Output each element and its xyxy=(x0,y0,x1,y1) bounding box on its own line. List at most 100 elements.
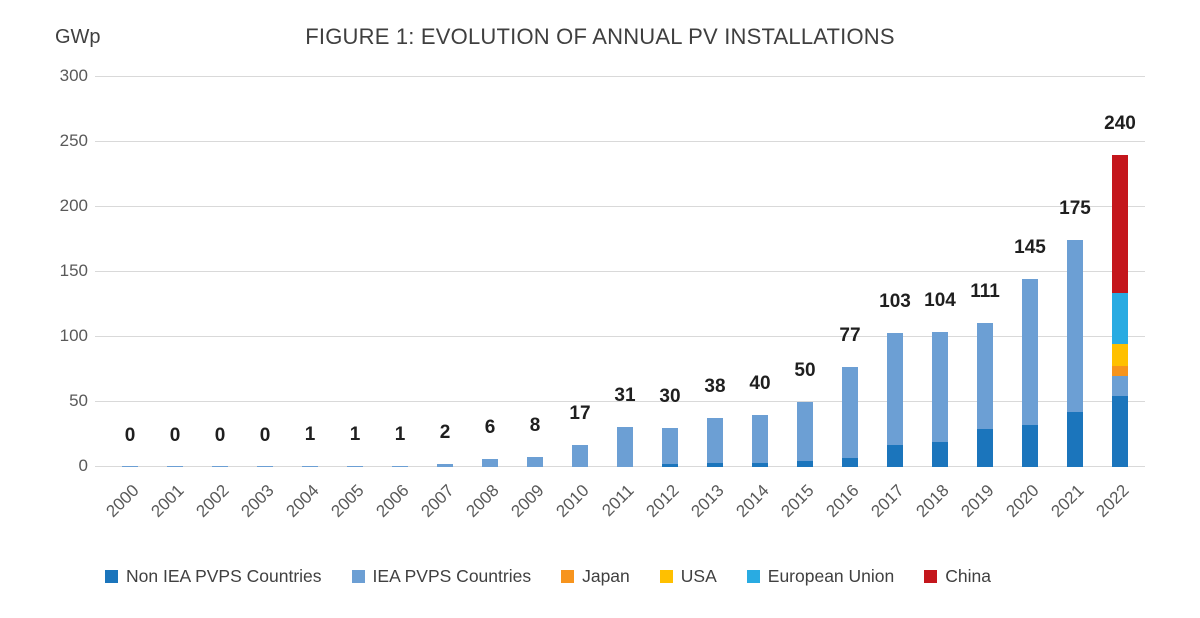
bar-segment-iea-pvps-countries-2013 xyxy=(707,417,723,464)
x-tick-label-2008: 2008 xyxy=(462,480,503,522)
bar-2021 xyxy=(1067,77,1083,467)
data-label-2015: 50 xyxy=(794,360,816,381)
x-tick-label-2002: 2002 xyxy=(192,480,233,522)
bar-segment-iea-pvps-countries-2009 xyxy=(527,456,543,467)
x-tick-label-2021: 2021 xyxy=(1047,480,1088,522)
y-tick-label-150: 150 xyxy=(59,261,88,280)
bar-segment-iea-pvps-countries-2014 xyxy=(752,415,768,464)
bar-2007 xyxy=(437,77,453,467)
bar-segment-non-iea-pvps-countries-2012 xyxy=(662,464,678,467)
data-label-2006: 1 xyxy=(394,423,406,445)
bar-2006 xyxy=(392,77,408,467)
data-label-2009: 8 xyxy=(529,414,541,436)
plot-area: 0 0 0 0 1 1 1 2 6 8 17 31 30 38 40 50 77 103 104 111 145 175 2… xyxy=(95,75,1145,467)
bar-segment-iea-pvps-countries-2017 xyxy=(887,333,903,445)
legend-item-european-union: European Union xyxy=(746,566,895,587)
bar-segment-iea-pvps-countries-2000 xyxy=(122,466,138,467)
legend-label-iea-pvps-countries: IEA PVPS Countries xyxy=(372,566,532,586)
gridline-100 xyxy=(95,335,1145,337)
legend-item-japan: Japan xyxy=(561,566,630,587)
data-label-2004: 1 xyxy=(304,423,316,445)
legend-label-european-union: European Union xyxy=(767,566,895,586)
bar-segment-china-2022 xyxy=(1112,155,1128,293)
x-tick-label-2003: 2003 xyxy=(237,480,278,522)
data-label-2002: 0 xyxy=(214,425,226,446)
bar-segment-usa-2022 xyxy=(1112,343,1128,366)
legend-item-iea-pvps-countries: IEA PVPS Countries xyxy=(351,566,532,587)
bar-segment-iea-pvps-countries-2006 xyxy=(392,465,408,467)
bar-segment-iea-pvps-countries-2019 xyxy=(977,322,993,430)
x-tick-label-2022: 2022 xyxy=(1092,480,1133,522)
x-tick-label-2000: 2000 xyxy=(102,480,143,522)
bar-segment-iea-pvps-countries-2011 xyxy=(617,426,633,467)
data-label-2011: 31 xyxy=(614,384,636,406)
bar-segment-non-iea-pvps-countries-2022 xyxy=(1112,395,1128,467)
x-tick-label-2020: 2020 xyxy=(1002,480,1043,522)
bar-segment-iea-pvps-countries-2012 xyxy=(662,428,678,465)
data-label-2001: 0 xyxy=(169,425,181,446)
x-tick-label-2014: 2014 xyxy=(732,480,773,522)
x-tick-label-2009: 2009 xyxy=(507,480,548,522)
bar-segment-non-iea-pvps-countries-2013 xyxy=(707,463,723,467)
bar-segment-european-union-2022 xyxy=(1112,292,1128,344)
bar-segment-non-iea-pvps-countries-2021 xyxy=(1067,412,1083,467)
gridline-250 xyxy=(95,140,1145,142)
data-label-2010: 17 xyxy=(569,402,591,424)
data-label-2003: 0 xyxy=(259,425,271,446)
bar-segment-iea-pvps-countries-2004 xyxy=(302,465,318,467)
legend-item-non-iea-pvps-countries: Non IEA PVPS Countries xyxy=(105,566,322,587)
data-label-2007: 2 xyxy=(439,422,451,444)
x-tick-label-2019: 2019 xyxy=(957,480,998,522)
bar-2011 xyxy=(617,77,633,467)
bar-segment-iea-pvps-countries-2003 xyxy=(257,466,273,467)
data-label-2020: 145 xyxy=(1014,236,1046,258)
bar-2008 xyxy=(482,77,498,467)
bar-2003 xyxy=(257,77,273,467)
bar-segment-iea-pvps-countries-2007 xyxy=(437,464,453,467)
bar-segment-iea-pvps-countries-2016 xyxy=(842,366,858,458)
bar-2010 xyxy=(572,77,588,467)
gridline-200 xyxy=(95,205,1145,207)
bar-2016 xyxy=(842,77,858,467)
x-tick-label-2011: 2011 xyxy=(598,480,638,521)
bar-2013 xyxy=(707,77,723,467)
bar-segment-non-iea-pvps-countries-2020 xyxy=(1022,425,1038,467)
bar-segment-iea-pvps-countries-2015 xyxy=(797,402,813,461)
data-label-2021: 175 xyxy=(1059,197,1091,219)
legend-swatch-china xyxy=(924,570,938,583)
data-label-2005: 1 xyxy=(349,423,361,445)
bar-2000 xyxy=(122,77,138,467)
x-tick-label-2017: 2017 xyxy=(867,480,908,522)
gridline-150 xyxy=(95,270,1145,272)
bar-2017 xyxy=(887,77,903,467)
data-label-2017: 103 xyxy=(879,291,911,313)
data-label-2008: 6 xyxy=(484,417,496,439)
bar-2020 xyxy=(1022,77,1038,467)
legend-swatch-iea-pvps-countries xyxy=(351,570,365,583)
data-label-2018: 104 xyxy=(924,289,956,311)
bar-2004 xyxy=(302,77,318,467)
bar-segment-iea-pvps-countries-2002 xyxy=(212,466,228,467)
x-tick-label-2010: 2010 xyxy=(552,480,593,522)
legend-label-china: China xyxy=(945,566,991,586)
bar-segment-iea-pvps-countries-2020 xyxy=(1022,278,1038,426)
bar-segment-iea-pvps-countries-2005 xyxy=(347,465,363,467)
legend-swatch-japan xyxy=(561,570,575,583)
data-label-2012: 30 xyxy=(659,386,681,407)
legend-swatch-european-union xyxy=(746,570,760,583)
bar-segment-iea-pvps-countries-2018 xyxy=(932,331,948,443)
legend-swatch-non-iea-pvps-countries xyxy=(105,570,118,583)
x-tick-label-2012: 2012 xyxy=(642,480,683,522)
legend-label-non-iea-pvps-countries: Non IEA PVPS Countries xyxy=(126,566,322,586)
gridline-300 xyxy=(95,75,1145,77)
y-tick-label-0: 0 xyxy=(78,456,88,475)
bar-2018 xyxy=(932,77,948,467)
y-tick-label-50: 50 xyxy=(69,391,88,410)
bar-2022 xyxy=(1112,77,1128,467)
bar-segment-non-iea-pvps-countries-2019 xyxy=(977,429,993,467)
x-tick-label-2013: 2013 xyxy=(687,480,728,522)
legend-item-usa: USA xyxy=(659,566,717,587)
legend: Non IEA PVPS Countries IEA PVPS Countries… xyxy=(105,566,991,587)
x-tick-label-2005: 2005 xyxy=(327,480,368,522)
